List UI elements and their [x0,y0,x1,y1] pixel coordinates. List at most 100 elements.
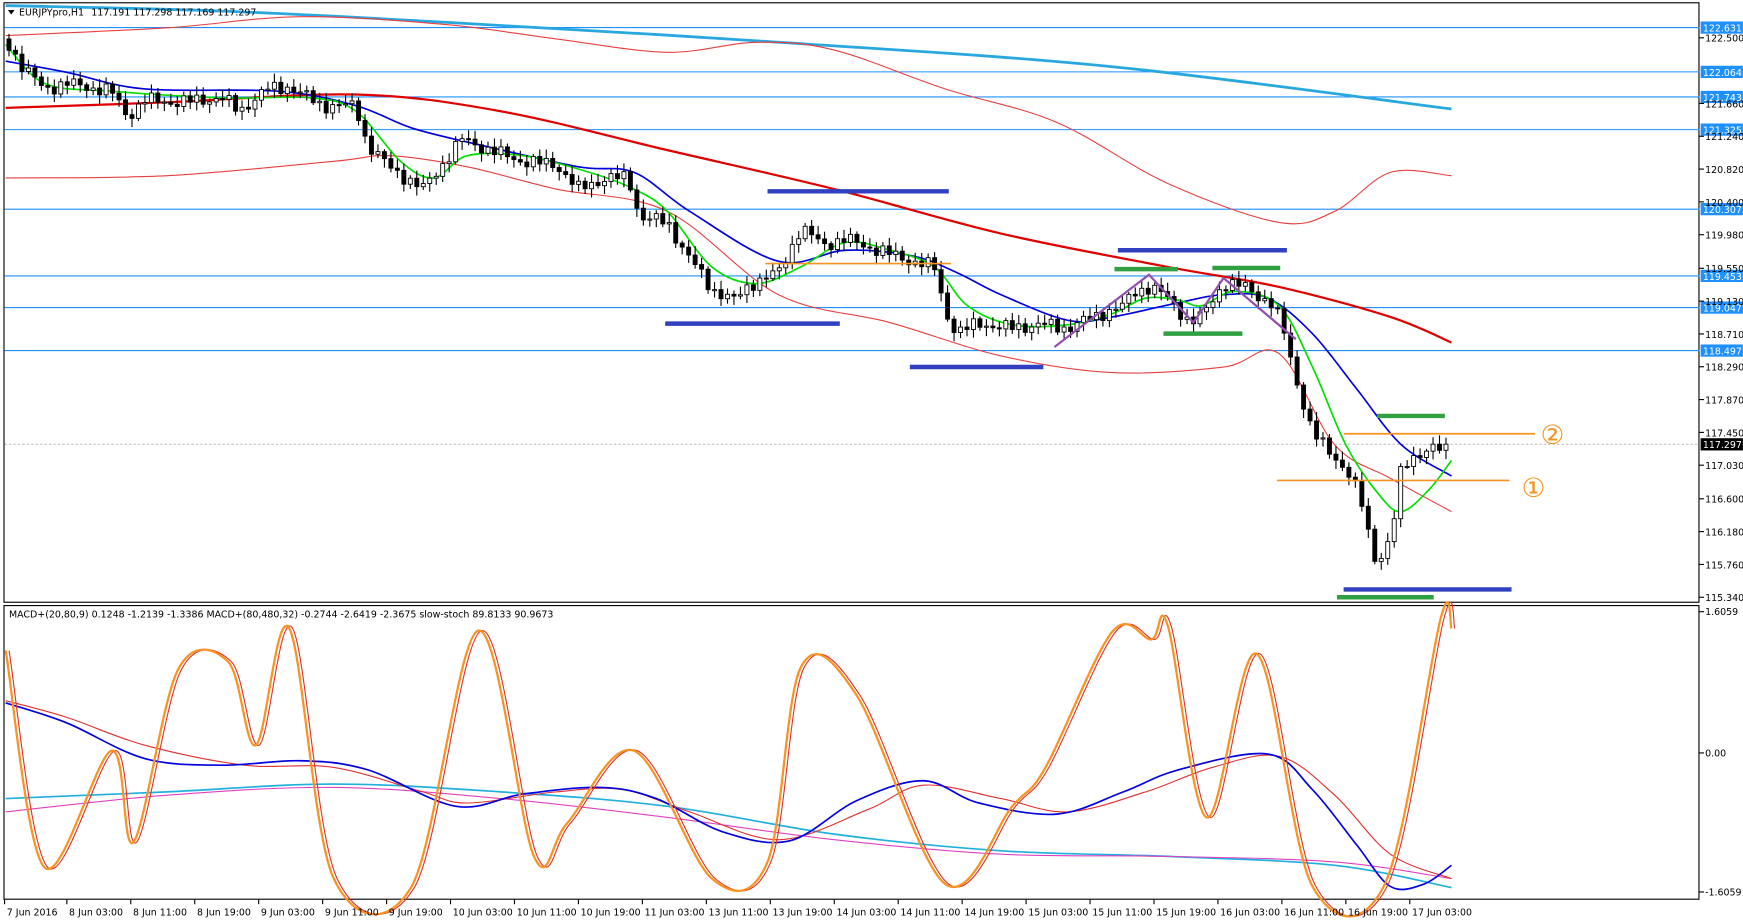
annotation: ② [1540,420,1564,451]
candle-body [1443,443,1449,451]
candle-body [1268,298,1274,309]
candle-body [1216,289,1222,303]
candle-body [148,92,154,104]
time-label: 15 Jun 11:00 [1092,907,1152,918]
stoch-main [4,601,1453,918]
candle-body [666,222,672,225]
time-label: 9 Jun 11:00 [325,907,379,918]
candle-body [1100,311,1106,322]
candle-body [161,101,167,104]
time-label: 9 Jun 19:00 [389,907,443,918]
price-label: 117.870 [1705,395,1743,406]
level-label: 120.307 [1703,205,1742,216]
candle-body [511,156,517,161]
candle-body [304,90,310,93]
candle-body [168,101,174,105]
candle-body [615,173,620,180]
main-frame [3,2,1700,603]
candle-body [699,264,705,270]
level-box [1700,269,1743,283]
ma-red [5,93,1452,344]
time-label: 10 Jun 03:00 [453,907,513,918]
candle-body [129,114,135,119]
candle-body [407,177,413,185]
level-label: 121.325 [1703,126,1742,137]
candle-body [1242,282,1248,287]
candle-body [1113,308,1119,311]
candle-body [181,95,187,107]
candle-body [356,100,361,121]
price-label: 117.030 [1705,461,1743,472]
candle-body [712,289,717,292]
candle-body [640,207,646,221]
price-label: 117.450 [1705,428,1743,439]
candle-body [213,98,219,103]
candle-body [1210,301,1216,308]
candle-body [1145,287,1151,295]
macd-signal [5,700,1452,880]
candle-body [504,146,510,158]
candle-body [1339,459,1345,468]
candle-body [860,241,866,248]
candle-body [705,268,711,291]
candle-body [621,171,627,180]
level-box [1700,65,1743,78]
candle-body [381,151,387,160]
candle-body [524,161,530,168]
candle-body [556,167,562,173]
time-label: 13 Jun 11:00 [709,907,769,918]
candle-body [1411,455,1417,467]
candle-body [38,76,44,86]
candle-body [433,175,439,179]
candle-body [802,225,808,240]
price-label: 119.980 [1705,231,1743,242]
price-label: 116.180 [1705,528,1743,539]
candle-body [530,155,536,168]
candle-body [867,246,873,249]
candle-body [1081,315,1086,324]
candle-body [1333,453,1339,461]
candle-body [576,180,582,185]
candle-body [233,95,239,112]
candle-body [1236,279,1242,287]
candle-body [750,284,756,291]
candle-body [543,158,549,165]
candle-body [686,246,692,256]
candle-body [440,163,446,177]
candle-body [1139,287,1145,297]
level-label: 118.497 [1703,346,1742,357]
candle-body [446,161,452,165]
time-label: 14 Jun 19:00 [964,907,1024,918]
candle-body [1365,505,1371,530]
candle-body [459,138,465,142]
time-label: 11 Jun 03:00 [645,907,705,918]
price-label: 119.130 [1705,297,1743,308]
candle-body [893,250,899,255]
time-label: 10 Jun 19:00 [581,907,641,918]
price-label: 121.660 [1705,99,1743,110]
candle-body [207,101,213,105]
candle-body [1035,322,1041,328]
candle-body [582,180,588,190]
candle-body [990,325,996,329]
candle-body [906,259,912,266]
main-plot [4,4,1700,600]
candle-body [647,218,653,221]
candle-body [517,159,523,163]
candle-body [479,144,484,154]
candle-body [996,327,1002,330]
candle-body [77,78,83,86]
candle-body [1346,466,1352,478]
candle-body [1391,518,1397,543]
time-label: 17 Jun 03:00 [1412,907,1472,918]
candle-body [971,318,976,330]
envelope-upper [5,16,1452,225]
indicator-frame [3,605,1700,900]
candle-body [873,247,879,256]
level-box [1700,90,1743,104]
candle-body [394,167,400,171]
candle-body [187,95,193,103]
candle-body [388,158,394,169]
candle-body [886,245,892,255]
